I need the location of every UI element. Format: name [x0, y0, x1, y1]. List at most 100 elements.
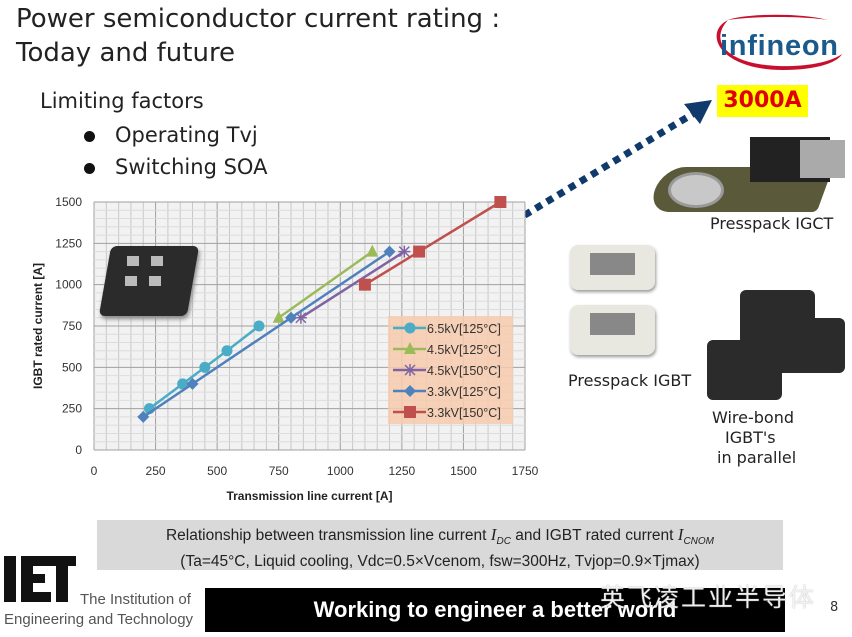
series-line: [142, 250, 391, 418]
iet-logo: [4, 556, 76, 602]
data-point: [366, 244, 379, 257]
presspack-igct-image: [646, 132, 845, 217]
series-line: [300, 250, 405, 319]
wire-bond-label-line2: IGBT's: [725, 428, 776, 447]
x-tick-label: 0: [91, 464, 98, 478]
marker-square: [358, 278, 371, 291]
marker-star: [398, 246, 410, 258]
data-point: [253, 320, 265, 332]
marker-circle: [199, 361, 211, 373]
y-tick-label: 750: [62, 319, 82, 333]
data-point: [186, 377, 199, 390]
y-tick-label: 1250: [55, 236, 82, 250]
data-point: [177, 378, 189, 390]
presspack-igbt-label: Presspack IGBT: [568, 371, 692, 390]
caption-line1: Relationship between transmission line c…: [165, 525, 715, 548]
y-tick-label: 250: [62, 402, 82, 416]
bullet-text: Operating Tvj: [115, 123, 258, 147]
chart-caption: Relationship between transmission line c…: [97, 520, 783, 570]
data-point: [137, 410, 150, 423]
legend-item: 6.5kV[125°C]: [393, 322, 501, 336]
bullet-icon: [84, 130, 95, 142]
footer-banner: Working to engineer a better world: [205, 588, 785, 632]
legend-item: 4.5kV[125°C]: [393, 342, 501, 357]
y-tick-label: 500: [62, 360, 82, 374]
current-rating-chart: 0 250 500 750 1000 1250 1500 1750 0 250 500 750 1000…: [31, 195, 539, 503]
infineon-logo: infineon: [716, 14, 842, 70]
x-tick-label: 1500: [450, 464, 477, 478]
data-point: [398, 245, 411, 258]
page-number: 8: [830, 600, 839, 615]
data-point: [494, 196, 507, 208]
data-point: [221, 345, 233, 357]
data-point: [272, 310, 285, 323]
legend-marker: [404, 406, 416, 418]
data-point: [413, 245, 426, 258]
x-tick-label: 500: [207, 464, 227, 478]
y-axis-label: IGBT rated current [A]: [31, 263, 45, 389]
legend-label: 4.5kV[125°C]: [427, 343, 501, 357]
presspack-igct-label: Presspack IGCT: [710, 214, 834, 233]
legend-item: 3.3kV[150°C]: [393, 406, 501, 420]
y-tick-label: 1500: [55, 195, 82, 209]
legend-label: 6.5kV[125°C]: [427, 322, 501, 336]
bullet-icon: [84, 162, 95, 174]
data-point: [285, 311, 298, 324]
series-line: [277, 250, 374, 319]
legend-marker: [404, 364, 416, 376]
y-tick-label: 1000: [55, 278, 82, 292]
bullet-item: Switching SOA: [84, 155, 267, 179]
bullet-text: Switching SOA: [115, 155, 268, 179]
marker-circle: [253, 320, 265, 332]
x-tick-label: 1250: [389, 464, 416, 478]
legend-item: 4.5kV[150°C]: [393, 364, 501, 378]
limiting-factors-heading: Limiting factors: [40, 89, 204, 113]
marker-diamond: [404, 385, 416, 397]
watermark: 英飞凌工业半导体: [600, 583, 817, 612]
slide-title-line2: Today and future: [16, 38, 236, 68]
logo-text: infineon: [720, 30, 838, 62]
marker-circle: [221, 345, 233, 357]
marker-square: [404, 406, 416, 418]
bullet-item: Operating Tvj: [84, 123, 258, 147]
marker-circle: [404, 322, 416, 334]
wire-bond-modules-image: [705, 288, 850, 410]
data-point: [383, 245, 396, 258]
marker-triangle: [366, 244, 379, 257]
legend-marker: [404, 385, 416, 397]
marker-diamond: [383, 245, 396, 258]
legend-label: 3.3kV[125°C]: [427, 385, 501, 399]
x-axis-label: Transmission line current [A]: [226, 489, 392, 503]
wire-bond-label-line3: in parallel: [717, 448, 797, 467]
igbt-module-image: [98, 236, 200, 320]
x-tick-label: 250: [146, 464, 166, 478]
marker-star: [295, 312, 307, 324]
legend-label: 4.5kV[150°C]: [427, 364, 501, 378]
marker-triangle: [272, 310, 285, 323]
legend-marker: [404, 322, 416, 334]
marker-triangle: [404, 342, 416, 354]
marker-star: [404, 364, 416, 376]
iet-name-line2: Engineering and Technology: [4, 611, 194, 628]
wire-bond-label-line1: Wire-bond: [712, 408, 794, 427]
legend-item: 3.3kV[125°C]: [393, 385, 501, 399]
data-point: [199, 361, 211, 373]
marker-diamond: [186, 377, 199, 390]
3000a-badge: 3000A: [717, 85, 808, 117]
marker-square: [494, 196, 507, 208]
legend-marker: [404, 342, 416, 354]
x-tick-label: 750: [269, 464, 289, 478]
marker-circle: [177, 378, 189, 390]
slide-title-line1: Power semiconductor current rating :: [16, 4, 501, 34]
caption-line2: (Ta=45°C, Liquid cooling, Vdc=0.5×Vcenom…: [180, 553, 700, 571]
x-tick-label: 1750: [512, 464, 539, 478]
x-tick-label: 1000: [327, 464, 354, 478]
y-tick-label: 0: [75, 443, 82, 457]
marker-square: [413, 245, 426, 258]
presspack-igbt-image: [565, 245, 660, 360]
marker-diamond: [285, 311, 298, 324]
data-point: [358, 278, 371, 291]
marker-diamond: [137, 410, 150, 423]
iet-name-line1: The Institution of: [80, 591, 191, 608]
